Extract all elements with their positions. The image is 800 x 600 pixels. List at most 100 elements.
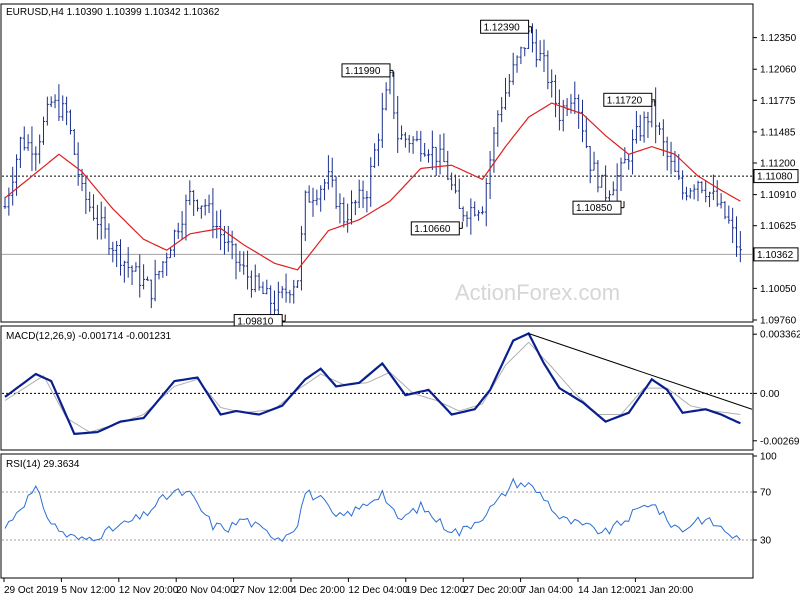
price-bar bbox=[18, 136, 22, 168]
x-tick-label: 20 Nov 04:00 bbox=[176, 585, 236, 596]
callout-text: 1.09810 bbox=[237, 317, 274, 328]
price-bar bbox=[430, 130, 434, 170]
price-bar bbox=[550, 69, 554, 98]
rsi-y-axis: 100 70 30 bbox=[753, 452, 777, 547]
price-bar bbox=[496, 110, 500, 147]
callout-box bbox=[341, 63, 391, 78]
price-bar bbox=[203, 199, 207, 216]
price-bar bbox=[696, 180, 700, 202]
macd-trendline bbox=[528, 333, 753, 410]
price-bar bbox=[196, 199, 199, 212]
x-tick-label: 12 Nov 20:00 bbox=[119, 585, 179, 596]
x-tick-label: 27 Nov 12:00 bbox=[234, 585, 294, 596]
price-bar bbox=[92, 194, 96, 221]
price-bar bbox=[373, 143, 377, 168]
callout-text: 1.11720 bbox=[607, 95, 643, 106]
price-bar bbox=[111, 241, 115, 263]
price-bar bbox=[634, 110, 638, 144]
price-bar bbox=[638, 114, 642, 142]
price-bar bbox=[442, 133, 446, 163]
price-bar bbox=[3, 196, 7, 209]
price-y-tick-label: 1.09760 bbox=[760, 316, 797, 327]
price-bar bbox=[76, 142, 80, 186]
price-bar bbox=[469, 198, 473, 235]
price-y-tick-label: 1.10050 bbox=[760, 284, 797, 295]
moving-average-line bbox=[4, 102, 741, 271]
price-y-tick-label: 1.11200 bbox=[760, 159, 796, 170]
price-label-box bbox=[753, 247, 799, 262]
price-bar bbox=[631, 129, 635, 175]
callout-box bbox=[572, 200, 622, 215]
price-bar bbox=[342, 197, 346, 228]
callout-text: 1.11990 bbox=[345, 66, 381, 77]
price-bar bbox=[296, 280, 300, 288]
price-y-axis: 1.12350 1.12060 1.11775 1.11485 1.11200 1.109… bbox=[753, 33, 799, 327]
price-bar bbox=[419, 130, 423, 162]
price-bar bbox=[723, 201, 727, 220]
price-bar bbox=[11, 166, 15, 206]
price-bar bbox=[554, 74, 558, 118]
price-bar bbox=[692, 184, 696, 200]
price-bar bbox=[261, 281, 265, 295]
price-bar bbox=[53, 94, 57, 109]
price-bar bbox=[165, 252, 169, 276]
price-bar bbox=[338, 193, 342, 224]
x-tick-label: 7 Jan 04:00 bbox=[521, 585, 574, 596]
price-bar bbox=[450, 172, 454, 191]
price-bar bbox=[84, 175, 88, 215]
price-bar bbox=[57, 84, 61, 121]
price-bar bbox=[130, 265, 134, 286]
price-y-tick-label: 1.12350 bbox=[760, 33, 797, 44]
price-bar bbox=[584, 116, 588, 149]
price-bar bbox=[515, 55, 519, 73]
callout-text: 1.10850 bbox=[576, 203, 613, 214]
price-bar bbox=[546, 50, 550, 90]
price-bar bbox=[681, 170, 685, 200]
price-bar bbox=[557, 89, 561, 131]
price-bar bbox=[311, 187, 315, 217]
price-bar bbox=[103, 206, 107, 239]
price-bar bbox=[238, 250, 242, 272]
x-tick-label: 21 Jan 20:00 bbox=[635, 585, 693, 596]
price-bar bbox=[365, 190, 369, 213]
rsi-line bbox=[4, 477, 741, 543]
callout-box bbox=[603, 92, 653, 107]
price-bar bbox=[453, 174, 457, 194]
price-bar bbox=[288, 289, 292, 304]
x-tick-label: 29 Oct 2019 bbox=[4, 585, 59, 596]
x-tick-label: 4 Dec 20:00 bbox=[291, 585, 345, 596]
price-bar bbox=[438, 134, 442, 175]
price-bar bbox=[253, 264, 257, 293]
price-label-text: 1.10362 bbox=[757, 250, 794, 261]
price-bar bbox=[646, 111, 650, 138]
price-bar bbox=[192, 190, 196, 217]
price-bar bbox=[149, 279, 153, 309]
price-y-tick-label: 1.11485 bbox=[760, 127, 796, 138]
price-bar bbox=[276, 281, 280, 317]
price-bar bbox=[457, 178, 461, 209]
price-bar bbox=[88, 191, 92, 212]
price-callout: 1.11720 bbox=[603, 92, 656, 107]
price-bar bbox=[157, 270, 161, 280]
price-bar bbox=[519, 46, 523, 65]
price-reference-lines bbox=[2, 175, 752, 255]
price-bar bbox=[65, 96, 69, 126]
price-bar bbox=[284, 273, 288, 303]
macd-title: MACD(12,26,9) -0.001714 -0.001231 bbox=[6, 331, 172, 342]
price-bar bbox=[561, 99, 565, 132]
rsi-y-tick-label: 70 bbox=[760, 488, 772, 499]
price-bar bbox=[353, 199, 357, 216]
price-bar bbox=[126, 247, 130, 278]
watermark: ActionForex.com bbox=[455, 280, 620, 305]
price-bar bbox=[215, 210, 219, 239]
moving-average bbox=[4, 102, 741, 271]
rsi-title: RSI(14) 29.3634 bbox=[6, 459, 80, 470]
price-bar bbox=[711, 174, 715, 201]
price-bar bbox=[403, 132, 407, 148]
price-bar bbox=[68, 109, 72, 135]
price-bar bbox=[715, 180, 719, 207]
price-bar bbox=[134, 262, 138, 272]
price-bar bbox=[319, 185, 323, 212]
price-bar bbox=[180, 211, 184, 240]
